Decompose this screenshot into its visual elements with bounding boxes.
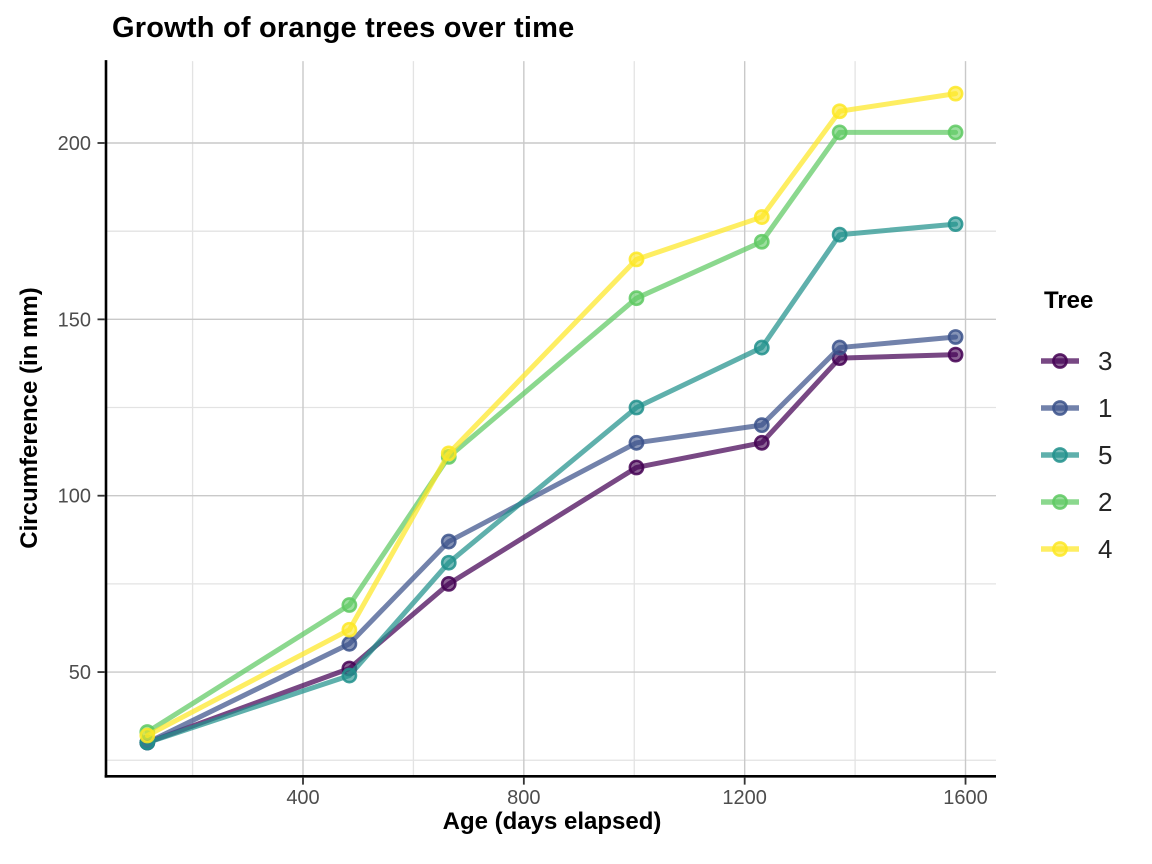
y-axis-title: Circumference (in mm)	[16, 287, 43, 549]
data-point-tree-4	[341, 621, 358, 638]
data-point-tree-3	[628, 459, 645, 476]
legend-key-icon	[1041, 400, 1079, 416]
legend-item-label: 5	[1098, 440, 1113, 470]
x-tick-label: 400	[286, 787, 319, 809]
legend-key-icon	[1041, 494, 1079, 510]
data-point-tree-1	[628, 434, 645, 451]
y-tick-label: 200	[58, 133, 91, 155]
legend-key-point	[1052, 447, 1068, 463]
y-tick-label: 150	[58, 309, 91, 331]
data-point-tree-1	[831, 339, 848, 356]
data-point-tree-1	[947, 329, 964, 345]
legend-key-point	[1052, 494, 1068, 510]
x-tick-label: 1600	[943, 787, 988, 809]
data-point-tree-5	[947, 216, 964, 233]
y-tick-label: 50	[69, 662, 91, 684]
data-point-tree-5	[440, 554, 457, 571]
data-point-tree-2	[341, 597, 358, 613]
data-point-tree-3	[753, 434, 770, 451]
data-point-tree-4	[440, 445, 457, 462]
data-point-tree-2	[753, 233, 770, 250]
legend-key-icon	[1041, 353, 1079, 369]
data-point-tree-3	[440, 575, 457, 592]
data-point-tree-4	[139, 727, 156, 744]
legend-item-label: 2	[1098, 487, 1113, 517]
legend-item-tree-3: 3	[1040, 345, 1112, 377]
legend: Tree 3 1 5 2 4	[1040, 287, 1112, 580]
legend-key-icon	[1041, 447, 1079, 463]
x-axis-title: Age (days elapsed)	[442, 808, 662, 835]
data-point-tree-1	[753, 417, 770, 434]
series-line-tree-5	[144, 221, 959, 746]
data-point-tree-4	[628, 251, 645, 268]
legend-key-point	[1052, 353, 1068, 369]
legend-item-tree-4: 4	[1040, 533, 1112, 565]
legend-item-label: 4	[1098, 534, 1113, 564]
chart-title: Growth of orange trees over time	[112, 12, 575, 44]
series-line-tree-4	[144, 91, 959, 739]
legend-title: Tree	[1044, 287, 1094, 314]
data-point-tree-5	[628, 399, 645, 416]
data-point-tree-1	[440, 533, 457, 550]
data-point-tree-4	[947, 85, 964, 102]
data-point-tree-4	[753, 209, 770, 225]
x-tick-label: 800	[507, 787, 540, 809]
x-tick-label: 1200	[722, 787, 767, 809]
series-line-tree-1	[144, 334, 959, 746]
data-point-tree-3	[947, 346, 964, 363]
data-point-tree-1	[341, 635, 358, 652]
legend-key-point	[1052, 400, 1068, 416]
legend-key-icon	[1041, 541, 1079, 557]
legend-item-tree-1: 1	[1040, 392, 1112, 424]
data-point-tree-5	[753, 339, 770, 356]
legend-item-tree-2: 2	[1040, 486, 1112, 518]
legend-item-label: 3	[1098, 346, 1113, 376]
data-point-tree-2	[831, 124, 848, 141]
legend-item-tree-5: 5	[1040, 439, 1112, 471]
legend-item-label: 1	[1098, 393, 1113, 423]
data-point-tree-2	[628, 290, 645, 307]
legend-key-point	[1052, 541, 1068, 557]
y-tick-label: 100	[58, 486, 91, 508]
data-point-tree-5	[831, 226, 848, 243]
data-point-tree-4	[831, 103, 848, 120]
series-line-tree-2	[144, 129, 959, 735]
data-point-tree-5	[341, 667, 358, 684]
data-point-tree-2	[947, 124, 964, 141]
legend-items: 3 1 5 2 4	[1040, 345, 1112, 565]
